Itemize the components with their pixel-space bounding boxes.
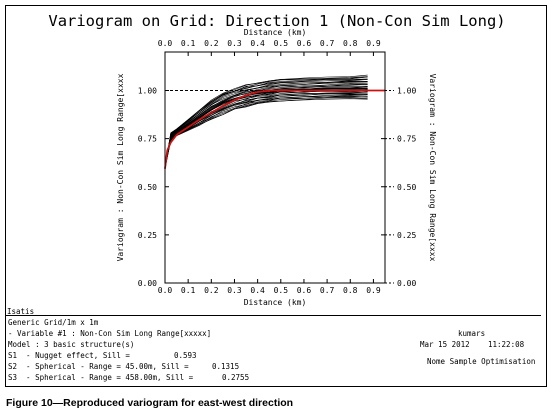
experimental-curve [164,97,368,168]
figure-frame [5,5,547,387]
plot-area-border [164,51,386,284]
project-note: Nome Sample Optimisation [427,357,536,366]
y-tick-label-left: 0.75 [138,135,157,144]
x-tick-label-top: 0.2 [204,39,219,48]
x-tick-label-bottom: 0.1 [181,286,196,295]
x-tick-label-top: 0.3 [227,39,242,48]
y-tick-label-left: 0.50 [138,183,157,192]
y-axis-label-left: Variogram : Non-Con Sim Long Range[xxxx [116,73,125,261]
structure-s3-value: 0.2755 [222,373,250,382]
figure-caption: Figure 10—Reproduced variogram for east-… [6,397,294,409]
structure-s2-value: 0.1315 [212,362,240,371]
experimental-curve [164,94,368,168]
x-tick-label-bottom: 0.2 [204,286,219,295]
experimental-curve [164,95,368,168]
experimental-curve [164,93,368,168]
date-stamp: Mar 15 2012 [420,340,470,349]
x-tick-label-bottom: 0.4 [250,286,265,295]
variable-info: - Variable #1 : Non-Con Sim Long Range[x… [8,329,212,338]
y-tick-label-left: 0.25 [138,231,157,240]
experimental-curve [164,91,368,168]
user-name: kumars [458,329,486,338]
x-tick-label-bottom: 0.0 [158,286,173,295]
y-axis-label-right: Variogram : Non-Con Sim Long Range[xxxx [428,74,437,262]
plot-ticks: 0.0 0.0 0.1 0.1 0.2 0.2 0.3 0.3 0.4 0.4 0.5 0.5 0.6 0… [138,39,417,295]
experimental-curve [164,98,368,168]
chart-title: Variogram on Grid: Direction 1 (Non-Con … [48,12,506,30]
x-tick-label-top: 0.7 [320,39,335,48]
experimental-curve [164,93,368,168]
time-stamp: 11:22:08 [488,340,525,349]
y-tick-label-right: 1.00 [397,87,416,96]
x-tick-label-bottom: 0.6 [297,286,312,295]
app-label: Isatis [7,307,35,316]
x-axis-label-top: Distance (km) [244,28,307,37]
y-tick-label-right: 0.00 [397,279,416,288]
y-tick-label-right: 0.25 [397,231,416,240]
x-tick-label-top: 0.6 [297,39,312,48]
experimental-curve [164,91,368,168]
x-tick-label-bottom: 0.8 [343,286,358,295]
x-tick-label-top: 0.0 [158,39,173,48]
x-tick-label-bottom: 0.3 [227,286,242,295]
experimental-curve [164,74,368,168]
x-tick-label-bottom: 0.7 [320,286,335,295]
experimental-mean-curve [164,87,368,168]
structure-s1-value: 0.593 [174,351,197,360]
x-tick-label-bottom: 0.5 [274,286,289,295]
y-tick-label-right: 0.50 [397,183,416,192]
experimental-curve [164,85,368,168]
x-tick-label-top: 0.1 [181,39,196,48]
x-tick-label-bottom: 0.9 [366,286,381,295]
x-tick-label-top: 0.9 [366,39,381,48]
experimental-curve [164,96,368,168]
x-tick-label-top: 0.5 [274,39,289,48]
grid-info: Generic Grid/1m x 1m [8,318,99,327]
variogram-model [164,89,385,169]
x-axis-label-bottom: Distance (km) [244,298,307,307]
experimental-curve [164,95,368,168]
experimental-curve [164,81,368,168]
model-curve [164,89,385,169]
structure-s1-label: S1 - Nugget effect, Sill = [8,351,130,360]
info-panel [5,315,541,382]
y-tick-label-left: 1.00 [138,87,157,96]
x-tick-label-top: 0.8 [343,39,358,48]
y-tick-label-right: 0.75 [397,135,416,144]
structure-s3-label: S3 - Spherical - Range = 458.00m, Sill = [8,373,194,382]
x-tick-label-top: 0.4 [250,39,265,48]
model-info: Model : 3 basic structure(s) [8,340,135,349]
y-tick-label-left: 0.00 [138,279,157,288]
structure-s2-label: S2 - Spherical - Range = 45.00m, Sill = [8,362,189,371]
